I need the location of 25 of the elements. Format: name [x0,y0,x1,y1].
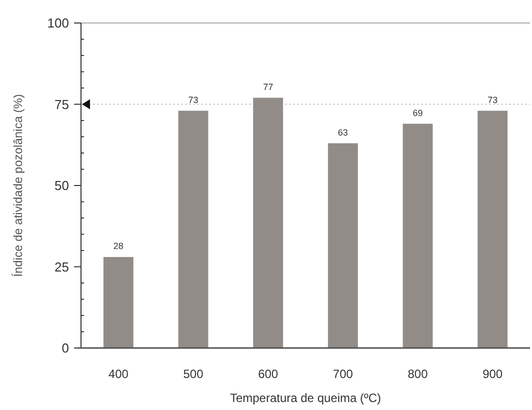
data-label: 28 [113,241,124,251]
x-tick-label: 700 [332,367,354,381]
data-label: 73 [188,94,198,105]
bar [178,110,208,348]
x-tick-label: 600 [258,367,278,381]
y-tick-label: 25 [54,259,69,274]
x-tick-label: 800 [408,367,428,381]
bar [402,124,433,348]
bar [478,110,508,348]
x-tick-label: 500 [183,367,204,381]
bar [103,257,134,348]
bar [253,98,284,348]
data-label: 63 [338,127,348,138]
data-label: 77 [263,82,274,92]
y-tick-label: 50 [54,178,69,194]
y-tick-label: 0 [62,340,69,356]
y-tick-label: 100 [47,16,69,31]
bar [328,143,358,348]
x-tick-label: 900 [482,367,503,381]
x-axis-title: Temperatura de queima (ºC) [230,391,382,405]
data-label: 69 [412,108,423,118]
x-tick-label: 400 [108,367,129,381]
y-tick-label: 75 [54,96,69,112]
data-label: 73 [488,94,498,105]
y-axis-title: Índice de atividade pozolânica (%) [11,94,25,277]
